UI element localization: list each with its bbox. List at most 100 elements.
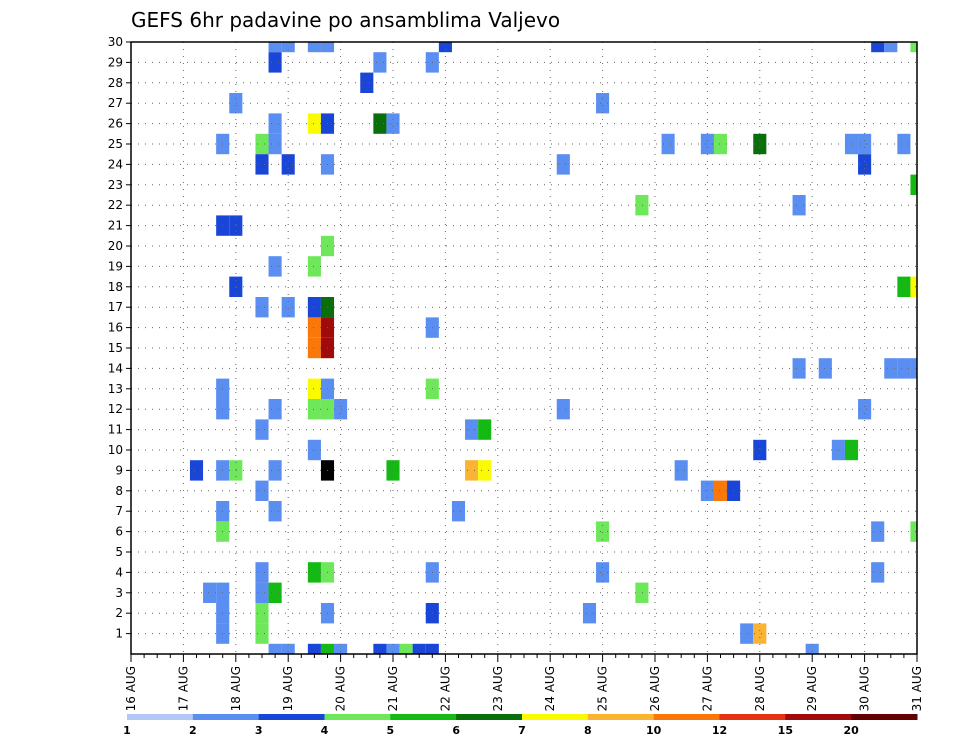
heatmap-cell (268, 399, 282, 420)
y-tick-label: 20 (108, 239, 123, 253)
y-tick-label: 13 (108, 382, 123, 396)
y-tick-label: 3 (115, 586, 123, 600)
x-tick-label: 16 AUG (124, 666, 138, 711)
y-tick-label: 8 (115, 484, 123, 498)
heatmap-cell (478, 419, 492, 440)
heatmap-cell (661, 133, 675, 155)
colorbar-segment (653, 714, 720, 720)
heatmap-cell (884, 358, 898, 379)
heatmap-cell (818, 358, 832, 379)
colorbar-label: 3 (255, 724, 263, 737)
heatmap-cell (307, 256, 321, 277)
heatmap-cell (229, 215, 243, 236)
heatmap-cell (255, 419, 269, 440)
grid-lines (131, 42, 917, 654)
heatmap-cell (268, 256, 282, 277)
x-tick-label: 31 AUG (910, 666, 924, 711)
heatmap-cell (307, 317, 321, 338)
heatmap-cell (307, 399, 321, 420)
colorbar-segment (456, 714, 523, 720)
heatmap-cell (596, 562, 610, 583)
colorbar-segment (785, 714, 852, 720)
colorbar-label: 8 (584, 724, 592, 737)
x-tick-label: 26 AUG (648, 666, 662, 711)
heatmap-cell (281, 154, 295, 175)
heatmap-cell (425, 643, 439, 654)
chart-title: GEFS 6hr padavine po ansamblima Valjevo (131, 8, 560, 32)
colorbar-segment (719, 714, 786, 720)
y-tick-label: 22 (108, 198, 123, 212)
heatmap-cell (255, 562, 269, 583)
x-axis: 16 AUG 17 AUG 18 AUG 19 AUG 20 AUG 21 AUG 22 A… (124, 654, 924, 711)
heatmap-cell (373, 113, 387, 134)
colorbar-label: 7 (518, 724, 526, 737)
heatmap-cell (268, 582, 282, 603)
heatmap-cell (386, 460, 400, 481)
heatmap-cell (203, 582, 217, 603)
heatmap-cell (438, 42, 452, 53)
heatmap-cell (255, 480, 269, 501)
colorbar-label: 1 (123, 724, 131, 737)
heatmap-cell (897, 133, 911, 155)
heatmap-cell (268, 460, 282, 481)
heatmap-cell (713, 133, 728, 155)
colorbar-label: 4 (321, 724, 329, 737)
heatmap-cell (596, 93, 610, 114)
heatmap-cell (858, 154, 872, 175)
heatmap-cell (307, 297, 321, 318)
heatmap-cell (871, 42, 885, 53)
colorbar-label: 10 (646, 724, 662, 737)
y-tick-label: 6 (115, 525, 123, 539)
heatmap-cell (268, 501, 282, 522)
heatmap-cell (373, 643, 387, 654)
heatmap-cell (910, 42, 917, 53)
colorbar-segment (522, 714, 589, 720)
y-tick-label: 2 (115, 606, 123, 620)
y-tick-label: 7 (115, 504, 123, 518)
x-tick-label: 24 AUG (543, 666, 557, 711)
x-tick-label: 18 AUG (229, 666, 243, 711)
heatmap-cell (753, 439, 767, 461)
y-tick-label: 12 (108, 402, 123, 416)
heatmap-cell (307, 42, 321, 53)
y-tick-label: 28 (108, 76, 123, 90)
heatmap-cell (792, 358, 806, 379)
colorbar-label: 12 (712, 724, 727, 737)
heatmap-cell (229, 93, 243, 114)
heatmap-cell (189, 460, 204, 481)
y-tick-label: 21 (108, 219, 123, 233)
x-tick-label: 25 AUG (596, 666, 610, 711)
heatmap-cell (844, 439, 859, 461)
heatmap-cell (884, 42, 898, 53)
y-tick-label: 10 (108, 443, 123, 457)
y-tick-label: 23 (108, 178, 123, 192)
y-tick-label: 25 (108, 137, 123, 151)
y-tick-label: 18 (108, 280, 123, 294)
colorbar-segment (192, 714, 260, 720)
heatmap-cell (268, 643, 282, 654)
heatmap-cell (268, 42, 282, 53)
heatmap-cell (635, 582, 649, 603)
heatmap-cell (910, 276, 917, 297)
heatmap-cell (871, 521, 885, 542)
colorbar-label: 2 (189, 724, 197, 737)
x-tick-label: 29 AUG (805, 666, 819, 711)
heatmap-cell (255, 133, 269, 155)
heatmap-cell (307, 113, 321, 134)
y-tick-label: 1 (115, 627, 123, 641)
heatmap-cell (858, 399, 872, 420)
x-tick-label: 23 AUG (491, 666, 505, 711)
heatmap-cell (386, 643, 400, 654)
heatmap-cell (255, 582, 269, 603)
heatmap-cell (556, 399, 570, 420)
heatmap-cell (556, 154, 570, 175)
heatmap-cell (465, 460, 479, 481)
heatmap-cell (307, 643, 321, 654)
x-tick-label: 21 AUG (386, 666, 400, 711)
heatmap-cell (792, 195, 806, 216)
colorbar-segment (127, 714, 194, 720)
heatmap-cell (255, 623, 269, 644)
heatmap-cell (897, 276, 911, 297)
colorbar-label: 5 (387, 724, 395, 737)
